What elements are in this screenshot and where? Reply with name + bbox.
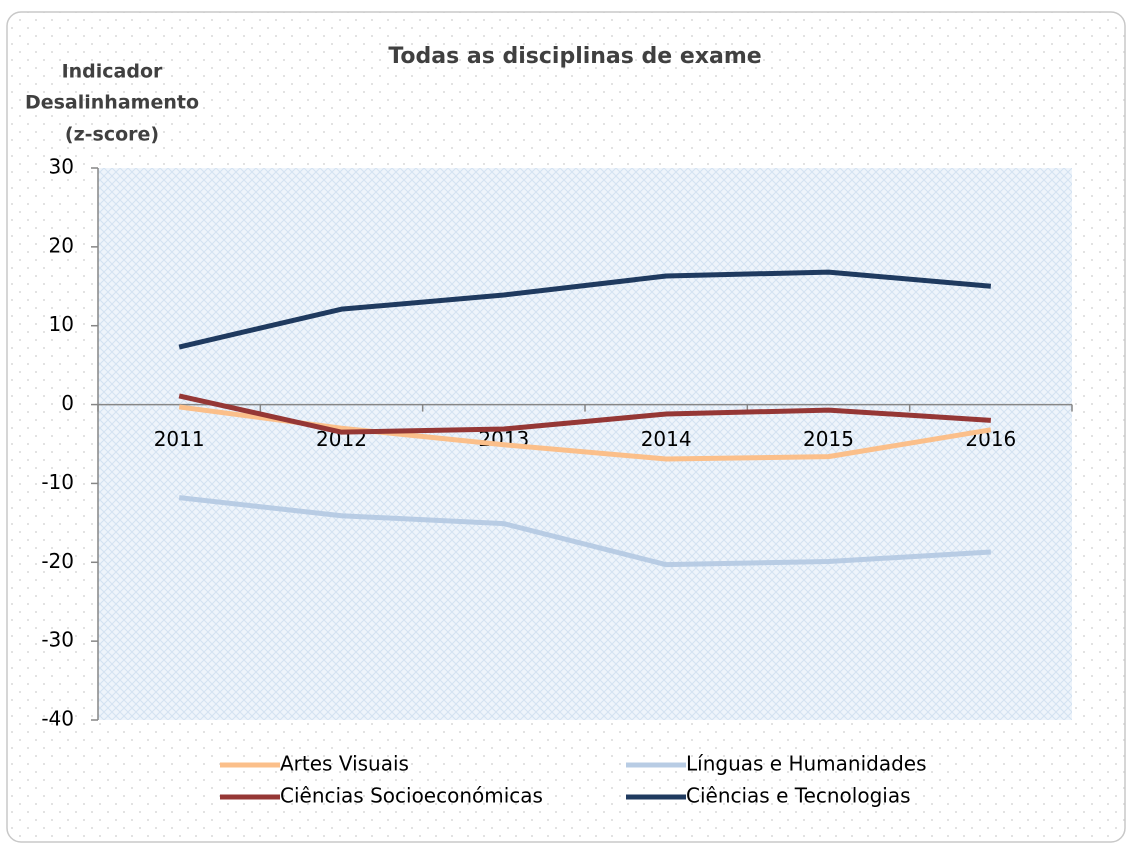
y-tick-label: 0 — [61, 391, 74, 415]
y-tick-label: -30 — [41, 628, 74, 652]
legend-label: Ciências e Tecnologias — [686, 784, 911, 808]
series-line — [178, 495, 991, 568]
series-line — [178, 393, 991, 435]
series-line — [178, 269, 992, 350]
x-tick-label: 2011 — [154, 427, 205, 451]
chart-title: Todas as disciplinas de exame — [388, 44, 761, 69]
y-tick-label: 20 — [49, 233, 74, 257]
legend-label: Ciências Socioeconómicas — [280, 784, 543, 808]
x-tick-label: 2015 — [803, 427, 854, 451]
legend-label: Artes Visuais — [280, 752, 409, 776]
y-tick-label: -20 — [41, 549, 74, 573]
y-tick-label: -40 — [41, 707, 74, 731]
y-tick-label: 30 — [49, 155, 74, 179]
y-tick-label: 10 — [49, 312, 74, 336]
y-axis-title: Indicador — [62, 61, 163, 83]
legend-label: Línguas e Humanidades — [686, 752, 927, 776]
y-tick-label: -10 — [41, 470, 74, 494]
y-axis-title: Desalinhamento — [25, 92, 199, 114]
y-axis-title: (z-score) — [65, 124, 159, 146]
plot-area — [98, 168, 1072, 720]
x-tick-label: 2014 — [641, 427, 692, 451]
